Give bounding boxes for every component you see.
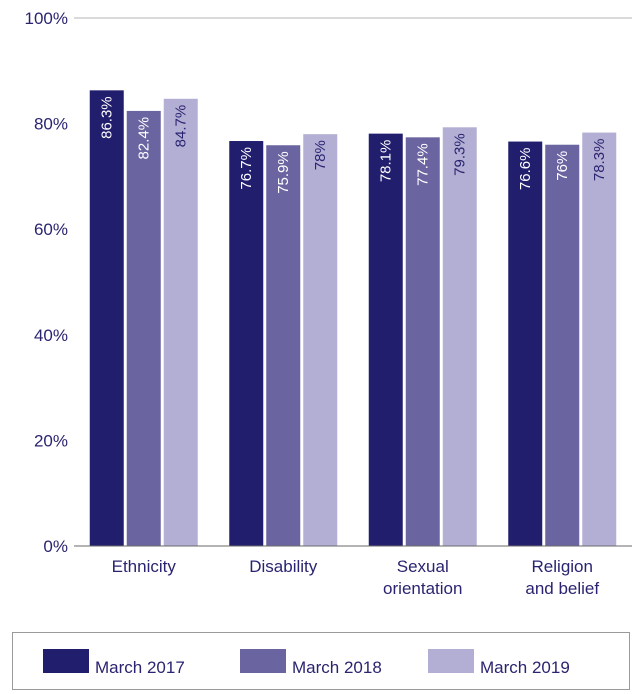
y-tick-label: 20% (34, 431, 68, 450)
bar (508, 141, 543, 546)
category-label: Disability (249, 557, 318, 576)
bar (266, 145, 301, 547)
y-tick-label: 80% (34, 115, 68, 134)
data-label: 78.3% (591, 139, 608, 182)
y-tick-label: 100% (25, 9, 68, 28)
data-label: 78% (312, 140, 329, 170)
bar-chart: 0% 20% 40% 60% 80% 100% 86.3% 82.4% 84.7% Ethnici… (25, 9, 632, 598)
data-label: 82.4% (136, 117, 153, 160)
bar (89, 90, 124, 546)
legend-swatch (43, 649, 89, 673)
data-label: 76.7% (238, 147, 255, 190)
bar (163, 98, 198, 546)
legend-label: March 2018 (292, 658, 382, 677)
data-label: 75.9% (275, 151, 292, 194)
legend-swatch (428, 649, 474, 673)
category-label: orientation (383, 579, 462, 598)
category-label: Sexual (397, 557, 449, 576)
bar (368, 133, 403, 546)
data-label: 76% (554, 151, 571, 181)
category-label: and belief (525, 579, 599, 598)
bar (303, 134, 338, 546)
bar (545, 144, 580, 546)
data-label: 86.3% (99, 96, 116, 139)
bar (405, 137, 440, 546)
y-tick-label: 60% (34, 220, 68, 239)
bar (582, 132, 617, 547)
legend-label: March 2019 (480, 658, 570, 677)
category-label: Religion (532, 557, 593, 576)
legend-label: March 2017 (95, 658, 185, 677)
y-tick-label: 0% (43, 537, 68, 556)
bar (442, 127, 477, 547)
data-label: 84.7% (173, 105, 190, 148)
category-label: Ethnicity (112, 557, 177, 576)
legend-swatch (240, 649, 286, 673)
y-tick-label: 40% (34, 326, 68, 345)
data-label: 78.1% (378, 140, 395, 183)
bar (229, 141, 264, 547)
bar (126, 110, 161, 546)
legend: March 2017 March 2018 March 2019 (12, 632, 630, 690)
data-label: 76.6% (517, 148, 534, 191)
data-label: 77.4% (415, 143, 432, 186)
data-label: 79.3% (452, 133, 469, 176)
